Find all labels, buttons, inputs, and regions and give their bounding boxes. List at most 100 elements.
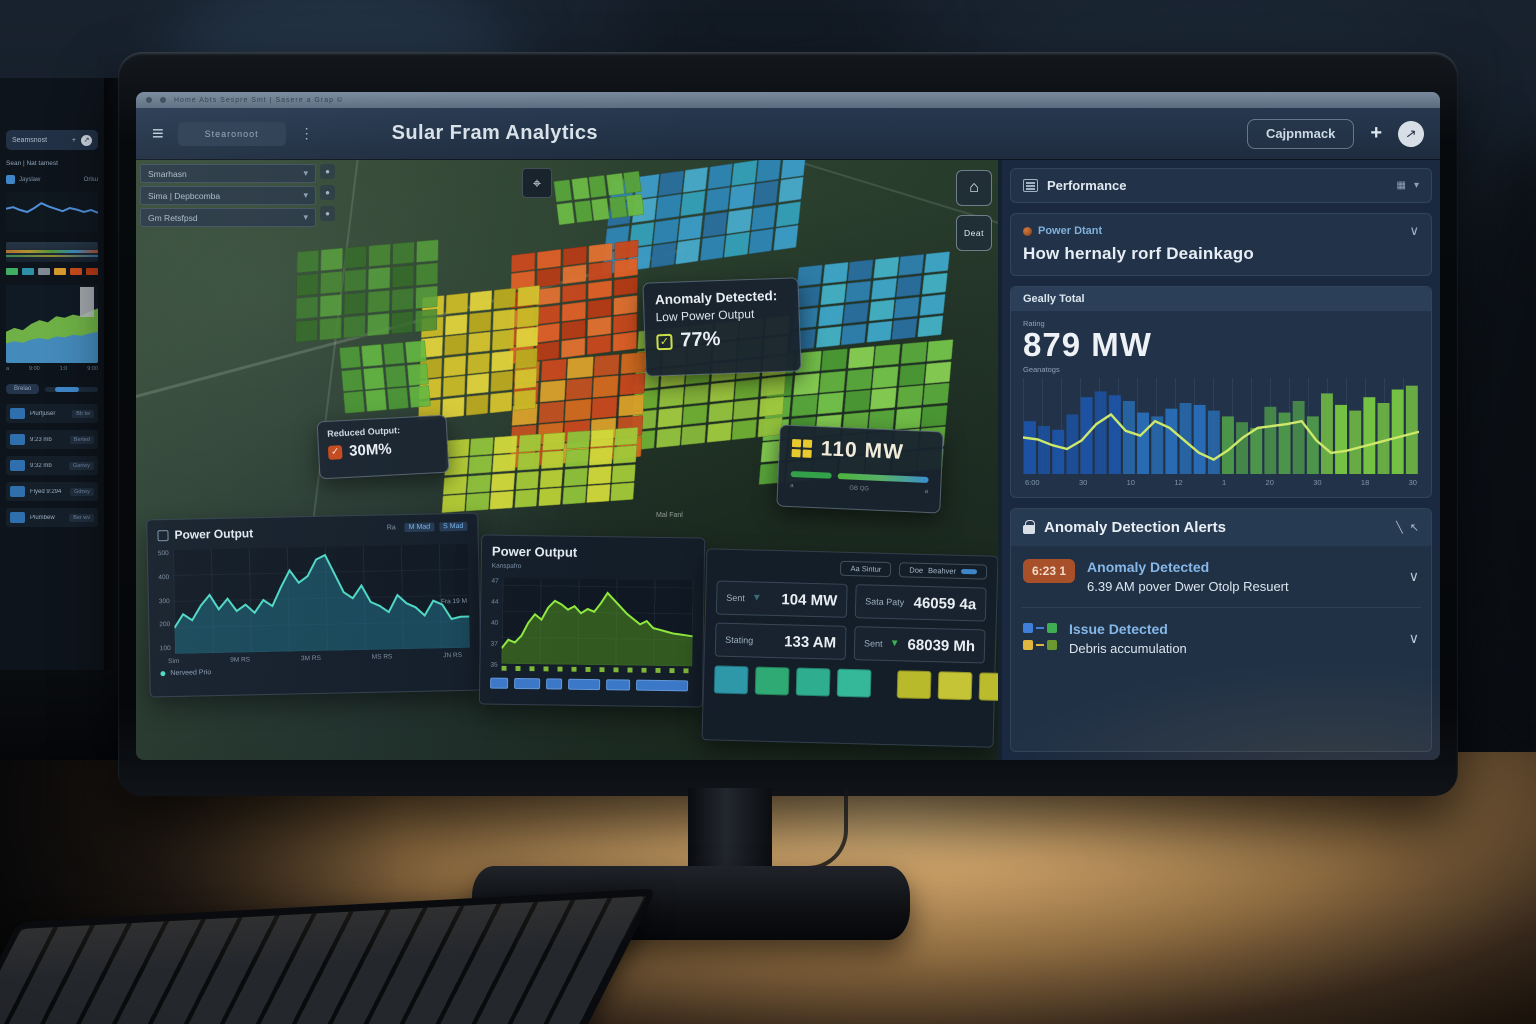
tool-icon[interactable]: ●: [320, 164, 335, 179]
daily-total-tab[interactable]: Geally Total: [1011, 287, 1431, 311]
map-dropdown-3[interactable]: Gm Retsfpsd ▾: [140, 208, 316, 227]
status-chips-yellow[interactable]: [896, 670, 998, 702]
nav-pill[interactable]: Stearonoot: [177, 121, 286, 146]
map-dropdown-1[interactable]: Smarhasn ▾: [140, 164, 316, 183]
grid-icon[interactable]: ▦: [1396, 180, 1406, 191]
plant-status-icon: [1023, 226, 1032, 236]
list-item[interactable]: Plumbew Ber wv: [6, 508, 98, 527]
detail-button[interactable]: Deat: [956, 215, 992, 251]
status-chips-teal[interactable]: [713, 665, 872, 698]
secondary-toolbar[interactable]: Seamsnost + ↗: [6, 130, 98, 150]
secondary-monitor: Seamsnost + ↗ Sean | Nat tamest Jayslaw …: [0, 78, 132, 670]
marker-row: [502, 666, 693, 674]
panel-title-row: Power Output: [492, 544, 694, 562]
chevron-down-icon[interactable]: ∨: [1408, 567, 1419, 584]
daily-total-card: Geally Total Rating 879 MW Geanatogs 6:0…: [1010, 286, 1432, 498]
hamburger-menu-icon[interactable]: ≡: [152, 122, 164, 145]
anomaly-tooltip: Anomaly Detected: Low Power Output ✓ 77%: [642, 277, 802, 377]
thumbnail: [10, 512, 25, 523]
locate-button[interactable]: ↗: [1396, 118, 1426, 149]
scroll-segments[interactable]: [490, 677, 692, 692]
map-controls: ⌂ Deat: [956, 170, 992, 251]
overflow-menu-icon[interactable]: ⋮: [299, 125, 314, 141]
chart-legend: Nerveed Prio: [160, 664, 470, 677]
filter-pill-label: Aa Sintur: [850, 563, 882, 574]
stats-grid: Sent ▼ 104 MW Sata Paty 46059 4a Stating…: [714, 580, 987, 664]
tool-icon[interactable]: ●: [320, 185, 335, 200]
compass-icon[interactable]: ↗: [81, 134, 92, 146]
filter-pill[interactable]: Aa Sintur: [840, 560, 892, 578]
right-sidebar: Performance ▦ ▾ Power Dtant ∨ How hernal…: [1002, 160, 1440, 760]
secondary-toggle-row[interactable]: Brelao: [6, 384, 98, 394]
performance-header: Performance ▦ ▾: [1010, 168, 1432, 203]
alert-item[interactable]: 6:23 1 Anomaly Detected 6.39 AM pover Dw…: [1011, 546, 1431, 607]
list-item-label: Plurfjuser: [30, 410, 56, 417]
chevron-down-icon[interactable]: ∨: [1408, 629, 1419, 646]
power-output-panel-center: Power Output Kanspafro 47 44 40 37 35: [478, 534, 706, 708]
tool-icon[interactable]: ●: [320, 206, 335, 221]
mini-toggle[interactable]: [960, 568, 978, 575]
pen-icon[interactable]: ╲: [1396, 521, 1403, 534]
chart-note: Fra 19 M: [440, 597, 468, 606]
time-range-chips[interactable]: Ra M Mad S Mad: [383, 521, 468, 533]
y-axis-labels: 47 44 40 37 35: [490, 577, 499, 669]
reduced-tooltip-value: 30M%: [348, 440, 393, 460]
header-actions: Cajpnmack + ↗: [1246, 118, 1426, 149]
plus-icon[interactable]: +: [71, 136, 76, 144]
power-card-header: Power Dtant ∨: [1023, 223, 1419, 239]
stats-panel: Aa Sintur Doe Beahver Sent ▼ 104 MW: [701, 548, 998, 748]
alerts-card: Anomaly Detection Alerts ╲ ↖ 6:23 1 Anom…: [1010, 507, 1432, 752]
alert-title: Issue Detected: [1069, 620, 1168, 637]
add-button[interactable]: +: [1370, 122, 1382, 144]
solar-array-green-small: [339, 340, 431, 414]
stat-label: Sent: [726, 592, 745, 604]
y-axis-labels: 500 400 300 200 100: [157, 550, 171, 653]
performance-actions: ▦ ▾: [1397, 180, 1419, 191]
stat-box: Sent ▼ 68039 Mh: [853, 626, 986, 664]
triangle-down-icon: ▼: [889, 638, 900, 650]
anomaly-tooltip-subtitle: Low Power Output: [655, 306, 755, 325]
chevron-down-icon[interactable]: ▾: [1413, 180, 1419, 191]
lock-icon: [1023, 519, 1035, 534]
cursor-icon[interactable]: ↖: [1409, 521, 1419, 534]
list-item[interactable]: Flyed 9:294 Gdrwy: [6, 482, 98, 501]
toggle-label: Brelao: [6, 384, 40, 394]
alerts-tools: ╲ ↖: [1396, 521, 1419, 534]
secondary-toolbar-label: Seamsnost: [12, 136, 48, 144]
layers-button[interactable]: ⌂: [956, 170, 992, 206]
account-button[interactable]: Cajpnmack: [1246, 118, 1355, 149]
power-bar-ticks: a GB QG a: [790, 482, 929, 495]
chevron-down-icon: ▾: [303, 168, 308, 178]
checkbox-icon[interactable]: ✓: [327, 444, 343, 460]
secondary-checkbox-row[interactable]: Jayslaw Orlsu: [6, 175, 98, 184]
reduced-tooltip-title: Reduced Output:: [326, 425, 401, 439]
legend-label: Kanspafro: [491, 562, 522, 571]
alert-item[interactable]: Issue Detected Debris accumulation ∨: [1011, 608, 1431, 669]
power-plant-card[interactable]: Power Dtant ∨ How hernaly rorf Deainkago: [1010, 213, 1432, 276]
stats-filter-row: Aa Sintur Doe Beahver: [717, 557, 988, 580]
checkbox-icon[interactable]: [6, 175, 15, 184]
alert-text: Anomaly Detected 6.39 AM pover Dwer Otol…: [1087, 559, 1289, 594]
map-dropdown-2[interactable]: Sima | Depbcomba ▾: [140, 186, 316, 205]
list-item-badge: Bb tw: [72, 409, 94, 418]
legend-label: Nerveed Prio: [170, 669, 212, 678]
list-item[interactable]: Plurfjuser Bb tw: [6, 404, 98, 423]
stat-box: Sent ▼ 104 MW: [715, 580, 848, 618]
x-axis-labels: 6:00 30 10 12 1 20 30 18 30: [1025, 477, 1417, 487]
checkbox-icon[interactable]: ✓: [656, 333, 673, 350]
triangle-down-icon: ▼: [751, 592, 762, 604]
total-output-value: 879 MW: [1023, 326, 1152, 363]
chevron-down-icon[interactable]: ∨: [1409, 223, 1419, 238]
list-item[interactable]: 9:32 mb Gariwy: [6, 456, 98, 475]
list-item[interactable]: 9:23 mb Berted: [6, 430, 98, 449]
filter-pill-group[interactable]: Doe Beahver: [899, 562, 988, 580]
list-item-badge: Berted: [69, 435, 94, 444]
main-monitor: Home Abts Sespre Smt | Sasere a Grap © ≡…: [118, 52, 1458, 796]
app-header: ≡ Stearonoot ⋮ Sular Fram Analytics Cajp…: [136, 108, 1440, 160]
solar-farm-map[interactable]: Smarhasn ▾ Sima | Depbcomba ▾ Gm Retsfps…: [136, 160, 998, 760]
list-item-badge: Gdrwy: [70, 487, 94, 496]
power-card-title: How hernaly rorf Deainkago: [1023, 244, 1254, 263]
legend-dot: [160, 671, 166, 677]
toggle-track[interactable]: [45, 386, 98, 392]
map-marker-button[interactable]: ⌖: [522, 168, 552, 198]
